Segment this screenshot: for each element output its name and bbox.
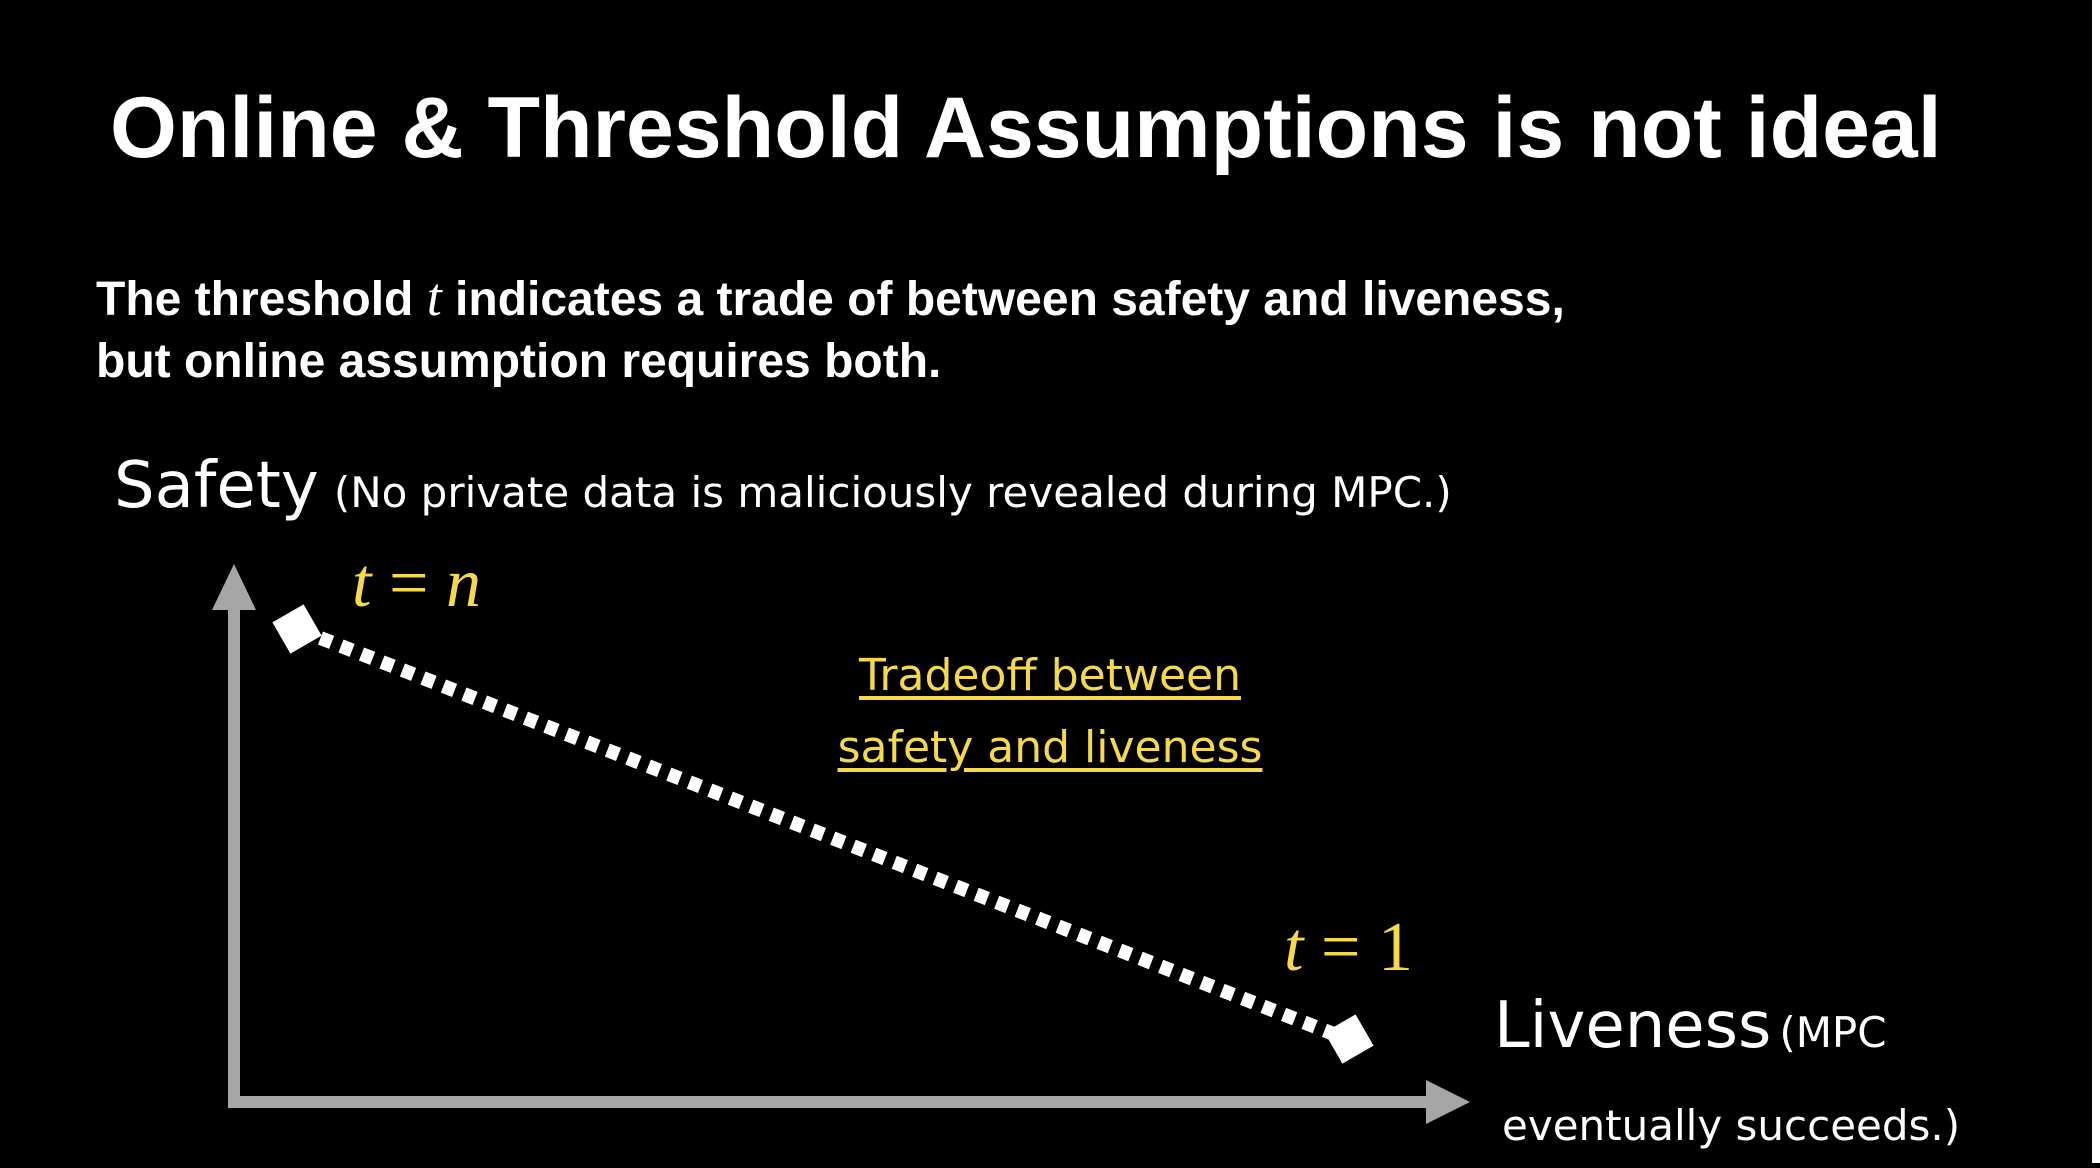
- subtitle-line-1-end: indicates a trade of between safety and …: [441, 273, 1565, 326]
- slide-title: Online & Threshold Assumptions is not id…: [110, 80, 1942, 176]
- liveness-axis-title: Liveness: [1494, 989, 1772, 1063]
- threshold-1-equals: =: [1303, 909, 1378, 986]
- safety-axis-label: Safety (No private data is maliciously r…: [114, 446, 1452, 533]
- threshold-1-var: t: [1284, 909, 1304, 986]
- threshold-n-label: t = n: [352, 544, 481, 624]
- tradeoff-line-1: Tradeoff between: [859, 650, 1241, 701]
- safety-axis-note: (No private data is maliciously revealed…: [333, 468, 1452, 517]
- point-t-equals-n: [272, 604, 322, 654]
- threshold-1-label: t = 1: [1284, 908, 1413, 988]
- liveness-axis-line-1: Liveness (MPC: [1494, 984, 2054, 1084]
- safety-axis-arrowhead: [212, 564, 256, 610]
- right-edge-strip: [2092, 0, 2100, 1163]
- threshold-1-value: 1: [1377, 909, 1413, 986]
- tradeoff-line-2: safety and liveness: [837, 722, 1263, 773]
- threshold-variable: t: [426, 267, 442, 327]
- threshold-n-var: t: [352, 545, 372, 622]
- liveness-axis-label: Liveness (MPC eventually succeeds.): [1494, 984, 2054, 1168]
- threshold-n-value: n: [445, 545, 481, 622]
- tradeoff-dotted-line: [297, 623, 1347, 1045]
- liveness-axis-note-2: eventually succeeds.): [1502, 1101, 1961, 1150]
- liveness-axis-arrowhead: [1426, 1080, 1470, 1124]
- subtitle-line-1-start: The threshold: [96, 273, 427, 326]
- safety-axis-title: Safety: [114, 449, 319, 523]
- threshold-n-equals: =: [371, 545, 446, 622]
- liveness-axis-note-1: (MPC: [1779, 1008, 1887, 1057]
- subtitle-line-2: but online assumption requires both.: [96, 335, 942, 388]
- slide-subtitle: The threshold t indicates a trade of bet…: [96, 266, 1565, 393]
- point-t-equals-1: [1324, 1014, 1374, 1064]
- subtitle-line-1: The threshold t indicates a trade of bet…: [96, 266, 1565, 331]
- tradeoff-annotation: Tradeoff between safety and liveness: [800, 640, 1300, 784]
